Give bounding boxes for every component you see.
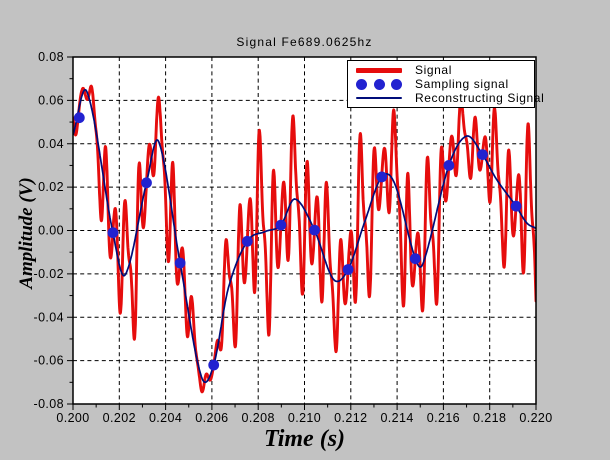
x-tick-label: 0.206: [195, 411, 228, 425]
legend-label-signal: Signal: [415, 63, 452, 77]
y-tick-label: -0.08: [34, 397, 65, 411]
x-axis-label: Time (s): [263, 426, 346, 452]
legend-label-reconstructing-signal: Reconstructing Signal: [415, 91, 545, 105]
x-tick-label: 0.218: [473, 411, 506, 425]
y-tick-label: 0.06: [38, 93, 64, 107]
sample-dot: [141, 177, 152, 189]
legend-item-signal: Signal: [355, 63, 534, 77]
legend-item-reconstructing-signal: Reconstructing Signal: [355, 91, 544, 105]
sample-dot: [477, 149, 488, 161]
chart-title: Signal Fe689.0625hz: [236, 35, 373, 49]
sample-dot-icon: [356, 78, 367, 90]
sample-dot: [376, 171, 388, 183]
sample-dot: [241, 235, 253, 247]
y-tick-label: 0.02: [38, 180, 64, 194]
reconstruction-line-icon: [355, 96, 403, 100]
legend-item-sampling-signal: Sampling signal: [355, 77, 534, 91]
x-tick-label: 0.204: [149, 411, 182, 425]
sample-dot-icon: [391, 78, 402, 90]
x-tick-label: 0.212: [334, 411, 367, 425]
y-tick-label: 0.08: [38, 50, 64, 64]
sample-dot: [409, 253, 421, 265]
x-tick-label: 0.214: [380, 411, 413, 425]
x-tick-label: 0.220: [519, 411, 552, 425]
sample-dot: [107, 227, 119, 239]
legend-label-sampling-signal: Sampling signal: [415, 77, 509, 91]
signal-line-icon: [355, 67, 403, 73]
sample-dot: [510, 200, 522, 212]
signal-path: [73, 84, 536, 394]
x-tick-label: 0.200: [56, 411, 89, 425]
sample-dot: [73, 112, 85, 124]
y-tick-label: 0.04: [38, 137, 64, 151]
sampling-dots-icon: [355, 78, 403, 90]
sample-dot: [208, 359, 220, 371]
x-tick-label: 0.202: [103, 411, 136, 425]
x-tick-label: 0.210: [288, 411, 321, 425]
curves-group: [73, 84, 536, 394]
sample-dot: [342, 264, 354, 275]
y-tick-label: -0.06: [34, 354, 65, 368]
sample-dot: [174, 257, 186, 269]
sample-dot-icon: [373, 78, 385, 90]
legend: Signal Sampling signal Reconstructing Si…: [347, 60, 544, 108]
sample-dot: [443, 160, 455, 171]
y-tick-label: 0.00: [38, 224, 64, 238]
reconstruction-path: [73, 88, 536, 384]
sample-dot: [275, 219, 287, 231]
y-axis-label: Amplitude (V): [16, 177, 37, 289]
sample-dot: [309, 224, 320, 236]
y-tick-label: -0.02: [34, 267, 65, 281]
x-tick-label: 0.208: [242, 411, 275, 425]
y-tick-label: -0.04: [34, 310, 65, 324]
x-tick-label: 0.216: [427, 411, 460, 425]
